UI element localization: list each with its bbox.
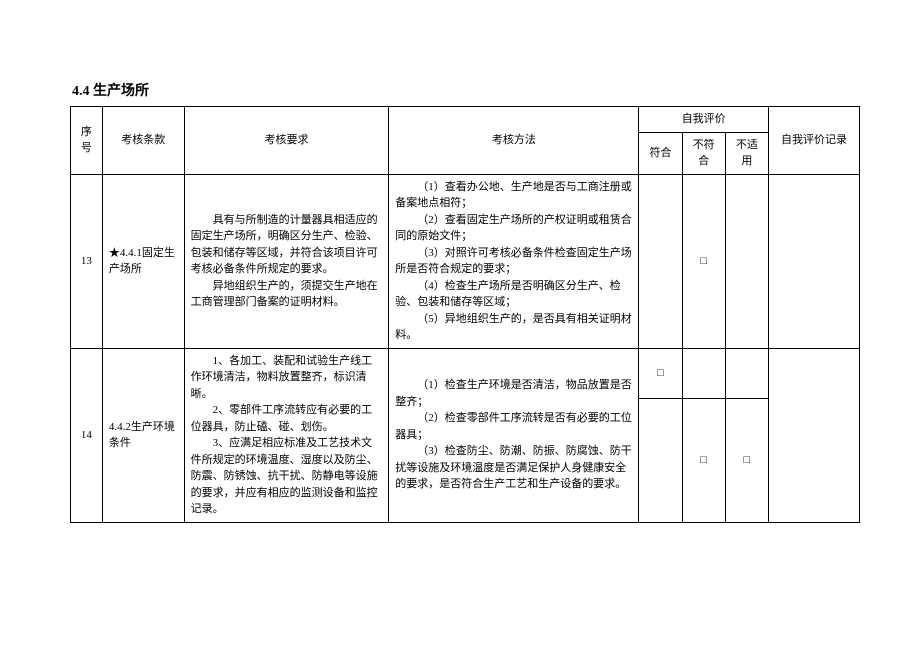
table-body: 13 ★4.4.1固定生产场所 具有与所制造的计量器具相适应的固定生产场所，明确… [71,174,860,522]
col-eval-no-header: 不符合 [682,132,725,174]
section-title: 4.4 生产场所 [70,80,860,100]
cell-eval-ok [639,399,682,522]
cell-seq: 14 [71,348,103,522]
cell-eval-ok [639,174,682,348]
method-para: （1）检查生产环境是否清洁，物品放置是否整齐； [395,377,632,410]
cell-eval-no [682,348,725,399]
req-para: 2、零部件工序流转应有必要的工位器具，防止磕、碰、划伤。 [191,402,383,435]
method-para: （3）对照许可考核必备条件检查固定生产场所是否符合规定的要求； [395,245,632,278]
cell-eval-ok: □ [639,348,682,399]
method-para: （2）检查零部件工序流转是否有必要的工位器具； [395,410,632,443]
method-para: （1）查看办公地、生产地是否与工商注册或备案地点相符； [395,179,632,212]
cell-method: （1）查看办公地、生产地是否与工商注册或备案地点相符； （2）查看固定生产场所的… [389,174,639,348]
table-row: 13 ★4.4.1固定生产场所 具有与所制造的计量器具相适应的固定生产场所，明确… [71,174,860,348]
cell-eval-na [725,348,768,399]
req-para: 1、各加工、装配和试验生产线工作环境清洁，物料放置整齐，标识清晰。 [191,353,383,403]
method-para: （4）检查生产场所是否明确区分生产、检验、包装和储存等区域； [395,278,632,311]
cell-record [768,348,859,522]
col-clause-header: 考核条款 [102,107,184,175]
method-para: （2）查看固定生产场所的产权证明或租赁合同的原始文件； [395,212,632,245]
table-row: 14 4.4.2生产环境条件 1、各加工、装配和试验生产线工作环境清洁，物料放置… [71,348,860,399]
req-para: 异地组织生产的，须提交生产地在工商管理部门备案的证明材料。 [191,278,383,311]
method-para: （3）检查防尘、防潮、防振、防腐蚀、防干扰等设施及环境温度是否满足保护人身健康安… [395,443,632,493]
cell-requirement: 具有与所制造的计量器具相适应的固定生产场所，明确区分生产、检验、包装和储存等区域… [184,174,389,348]
method-para: （5）异地组织生产的，是否具有相关证明材料。 [395,311,632,344]
cell-eval-no: □ [682,174,725,348]
col-eval-ok-header: 符合 [639,132,682,174]
document-page: 4.4 生产场所 序号 考核条款 考核要求 考核方法 自我评价 自我评价记录 符… [0,0,920,651]
col-self-eval-group-header: 自我评价 [639,107,769,133]
col-record-header: 自我评价记录 [768,107,859,175]
req-para: 具有与所制造的计量器具相适应的固定生产场所，明确区分生产、检验、包装和储存等区域… [191,212,383,278]
col-eval-na-header: 不适用 [725,132,768,174]
cell-eval-na [725,174,768,348]
cell-requirement: 1、各加工、装配和试验生产线工作环境清洁，物料放置整齐，标识清晰。 2、零部件工… [184,348,389,522]
cell-clause: ★4.4.1固定生产场所 [102,174,184,348]
cell-clause: 4.4.2生产环境条件 [102,348,184,522]
cell-record [768,174,859,348]
req-para: 3、应满足相应标准及工艺技术文件所规定的环境温度、湿度以及防尘、防震、防锈蚀、抗… [191,435,383,518]
cell-eval-no: □ [682,399,725,522]
col-seq-header: 序号 [71,107,103,175]
cell-seq: 13 [71,174,103,348]
cell-eval-na: □ [725,399,768,522]
cell-method: （1）检查生产环境是否清洁，物品放置是否整齐； （2）检查零部件工序流转是否有必… [389,348,639,522]
col-method-header: 考核方法 [389,107,639,175]
table-header: 序号 考核条款 考核要求 考核方法 自我评价 自我评价记录 符合 不符合 不适用 [71,107,860,175]
evaluation-table: 序号 考核条款 考核要求 考核方法 自我评价 自我评价记录 符合 不符合 不适用… [70,106,860,523]
col-requirement-header: 考核要求 [184,107,389,175]
